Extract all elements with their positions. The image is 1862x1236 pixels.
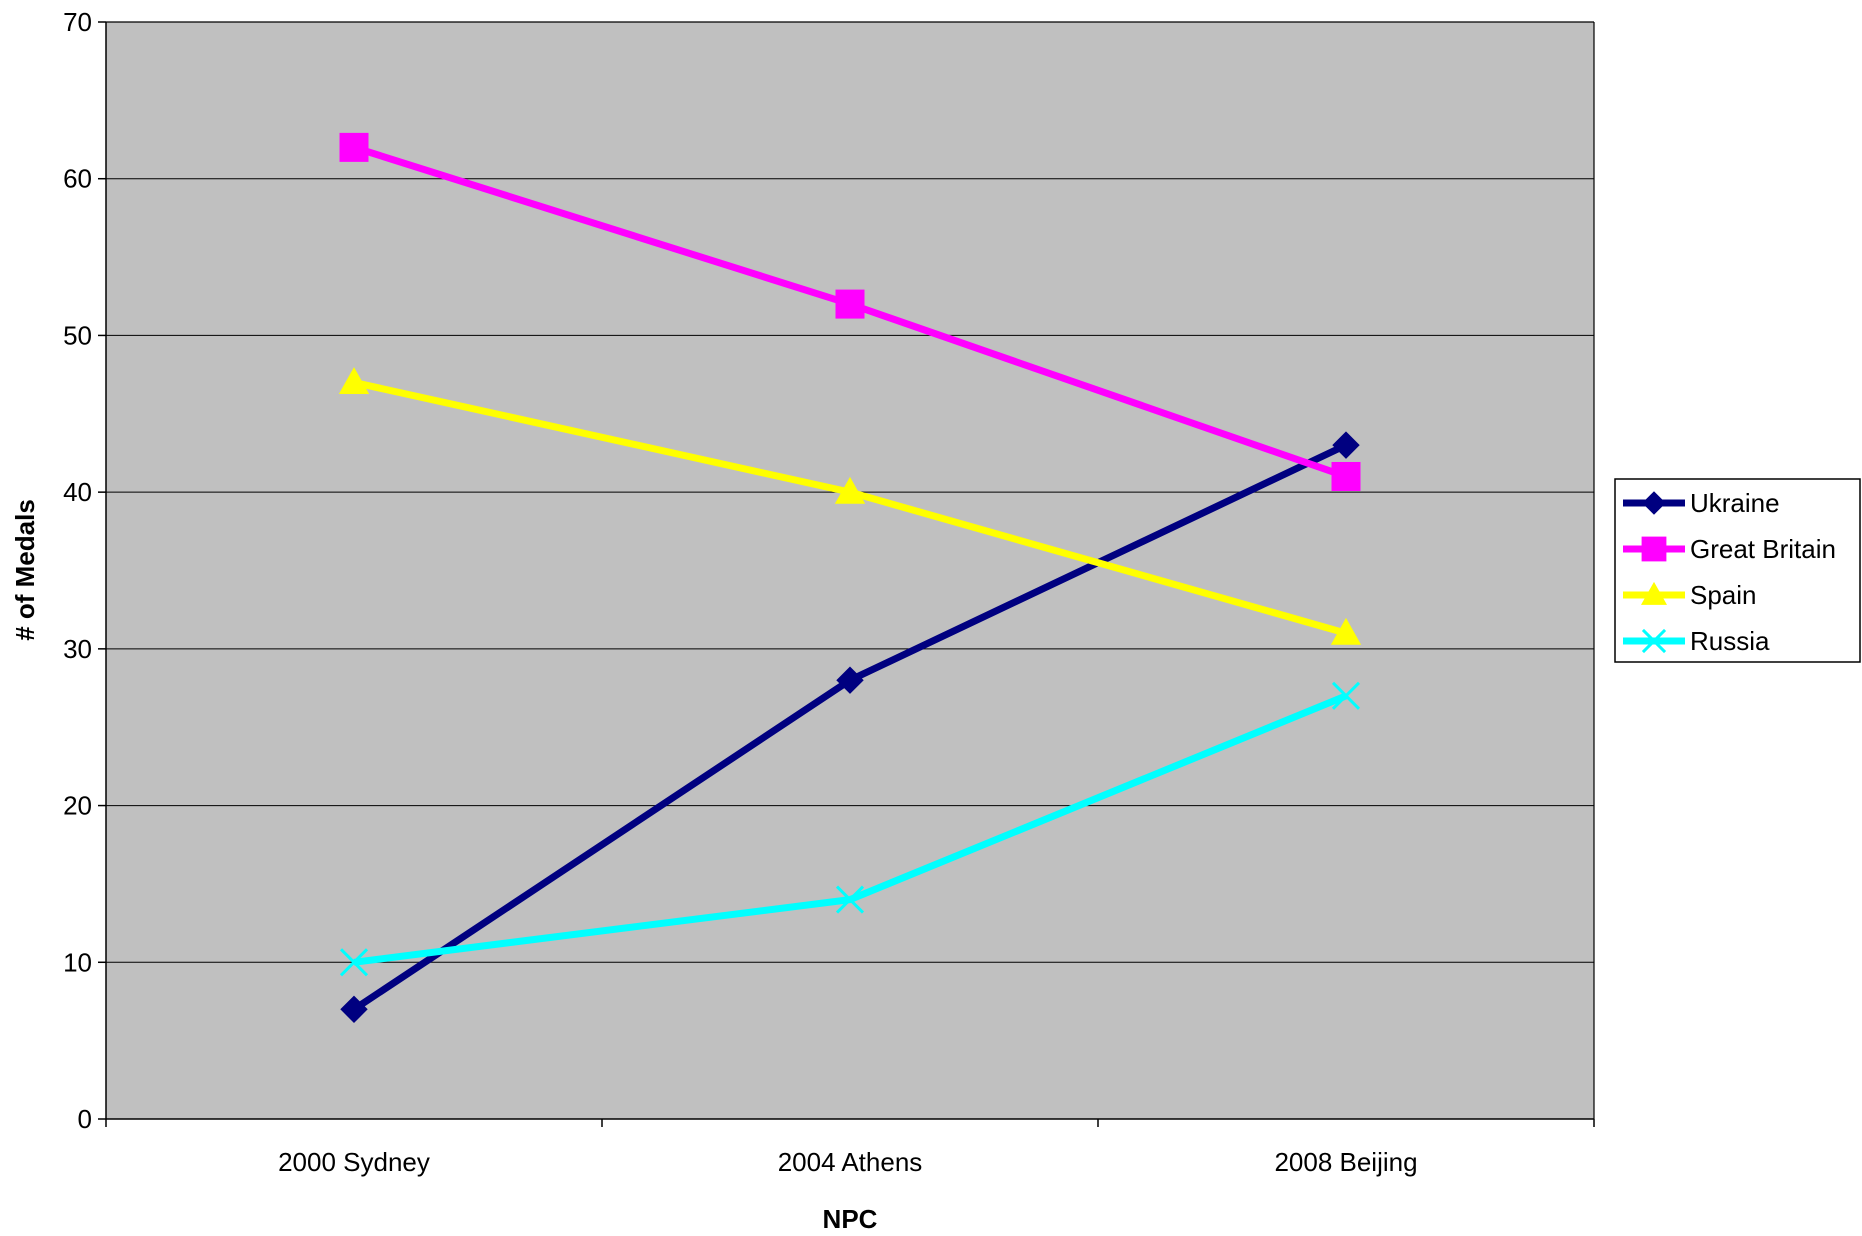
- series-russia: [339, 681, 1361, 977]
- marker-stroke: [835, 885, 865, 914]
- x-tick-label: 2004 Athens: [778, 1147, 923, 1177]
- marker-stroke: [1331, 681, 1361, 710]
- legend-marker: [1642, 491, 1666, 515]
- legend-item-ukraine: Ukraine: [1623, 488, 1780, 518]
- y-tick-label: 10: [63, 947, 92, 977]
- data-point-great-britain: [1331, 461, 1361, 491]
- data-point-great-britain: [339, 132, 369, 162]
- legend: Ukraine Great Britain Spain Russia: [1614, 478, 1861, 663]
- y-tick-label: 30: [63, 634, 92, 664]
- x-tick-label: 2000 Sydney: [278, 1147, 430, 1177]
- data-point-spain: [1330, 617, 1362, 645]
- series-ukraine: [340, 431, 1360, 1024]
- y-tick-label: 40: [63, 477, 92, 507]
- x-tick-label: 2008 Beijing: [1274, 1147, 1417, 1177]
- legend-label: Spain: [1690, 580, 1757, 610]
- legend-label: Great Britain: [1690, 534, 1836, 564]
- legend-marker: [1641, 536, 1667, 562]
- data-point-russia: [835, 885, 865, 914]
- data-point-ukraine: [836, 666, 864, 694]
- legend-item-great-britain: Great Britain: [1623, 534, 1836, 564]
- data-point-ukraine: [1332, 431, 1360, 459]
- data-point-russia: [339, 948, 369, 977]
- y-tick-label: 20: [63, 791, 92, 821]
- legend-marker: [1641, 628, 1667, 654]
- marker-stroke: [1641, 628, 1667, 654]
- x-axis-title: NPC: [823, 1204, 878, 1231]
- data-point-spain: [338, 367, 370, 394]
- y-tick-label: 70: [63, 7, 92, 37]
- plot-area: [106, 22, 1594, 1119]
- marker-stroke: [339, 948, 369, 977]
- legend-label: Russia: [1690, 626, 1770, 656]
- y-tick-label: 50: [63, 320, 92, 350]
- legend-item-spain: Spain: [1623, 580, 1757, 610]
- data-point-ukraine: [340, 995, 368, 1024]
- legend-marker: [1640, 581, 1668, 605]
- y-tick-label: 60: [63, 164, 92, 194]
- series-great-britain: [339, 132, 1361, 491]
- data-point-russia: [1331, 681, 1361, 710]
- legend-item-russia: Russia: [1623, 626, 1770, 656]
- y-axis-title: # of Medals: [10, 499, 40, 641]
- data-point-great-britain: [835, 289, 865, 319]
- data-point-spain: [834, 476, 866, 504]
- y-tick-label: 0: [78, 1104, 92, 1134]
- series-spain: [338, 367, 1362, 645]
- legend-label: Ukraine: [1690, 488, 1780, 518]
